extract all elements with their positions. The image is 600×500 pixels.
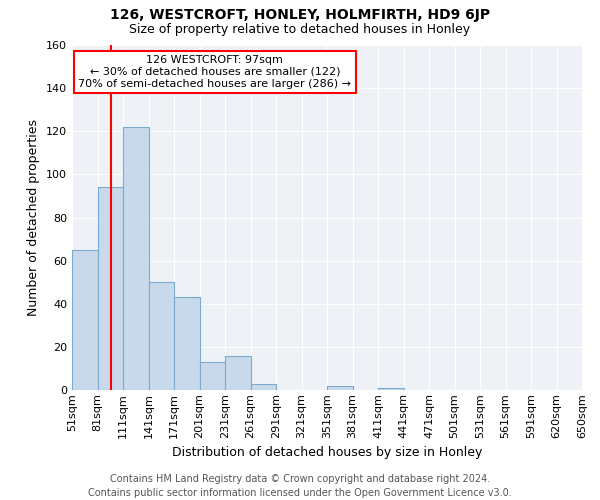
Text: 126 WESTCROFT: 97sqm
← 30% of detached houses are smaller (122)
70% of semi-deta: 126 WESTCROFT: 97sqm ← 30% of detached h… <box>79 56 352 88</box>
X-axis label: Distribution of detached houses by size in Honley: Distribution of detached houses by size … <box>172 446 482 459</box>
Bar <box>123 127 149 390</box>
Text: Contains HM Land Registry data © Crown copyright and database right 2024.
Contai: Contains HM Land Registry data © Crown c… <box>88 474 512 498</box>
Bar <box>225 356 251 390</box>
Bar <box>378 388 404 390</box>
Bar <box>200 362 225 390</box>
Bar <box>251 384 276 390</box>
Bar <box>327 386 353 390</box>
Text: Size of property relative to detached houses in Honley: Size of property relative to detached ho… <box>130 22 470 36</box>
Bar <box>97 188 123 390</box>
Bar <box>174 298 200 390</box>
Y-axis label: Number of detached properties: Number of detached properties <box>28 119 40 316</box>
Text: 126, WESTCROFT, HONLEY, HOLMFIRTH, HD9 6JP: 126, WESTCROFT, HONLEY, HOLMFIRTH, HD9 6… <box>110 8 490 22</box>
Bar <box>72 250 97 390</box>
Bar <box>149 282 174 390</box>
